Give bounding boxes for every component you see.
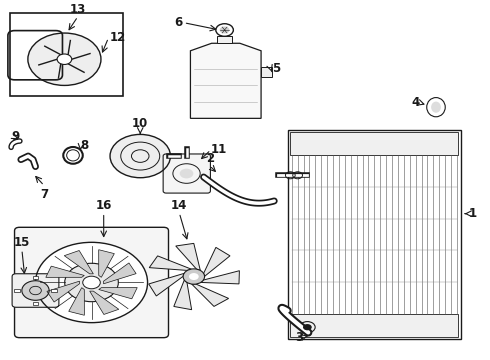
- Circle shape: [180, 168, 194, 179]
- Text: 11: 11: [211, 143, 227, 156]
- Circle shape: [189, 273, 199, 280]
- Text: 6: 6: [174, 16, 183, 29]
- Polygon shape: [201, 271, 240, 284]
- Polygon shape: [90, 291, 119, 314]
- Polygon shape: [46, 266, 84, 277]
- FancyBboxPatch shape: [12, 274, 59, 307]
- Bar: [14, 289, 20, 292]
- Polygon shape: [103, 263, 136, 284]
- FancyBboxPatch shape: [163, 154, 210, 193]
- Bar: [217, 36, 232, 43]
- Text: 14: 14: [171, 199, 187, 212]
- Text: 12: 12: [110, 31, 126, 44]
- Text: 10: 10: [132, 117, 148, 130]
- FancyBboxPatch shape: [15, 227, 169, 338]
- Circle shape: [220, 27, 229, 33]
- Circle shape: [83, 276, 100, 289]
- Text: 2: 2: [206, 152, 214, 165]
- Circle shape: [57, 54, 72, 64]
- Polygon shape: [98, 250, 114, 277]
- Polygon shape: [191, 43, 261, 118]
- Bar: [32, 276, 38, 279]
- Bar: [290, 132, 459, 155]
- Circle shape: [183, 269, 204, 284]
- Circle shape: [35, 242, 147, 323]
- Ellipse shape: [67, 150, 79, 161]
- Polygon shape: [64, 251, 94, 274]
- Polygon shape: [204, 247, 230, 276]
- Text: 16: 16: [96, 199, 112, 212]
- Text: 4: 4: [411, 96, 419, 109]
- Bar: [10, 13, 123, 96]
- Text: 13: 13: [70, 3, 86, 16]
- Bar: [261, 67, 272, 77]
- Text: 7: 7: [40, 188, 49, 201]
- Text: 9: 9: [11, 130, 20, 143]
- Polygon shape: [149, 273, 184, 296]
- Circle shape: [110, 134, 171, 178]
- Text: 8: 8: [80, 139, 89, 152]
- Text: 15: 15: [14, 235, 30, 249]
- Polygon shape: [69, 288, 84, 315]
- Polygon shape: [149, 256, 191, 270]
- Polygon shape: [174, 280, 192, 310]
- Polygon shape: [99, 288, 137, 299]
- Polygon shape: [176, 243, 200, 270]
- Text: 5: 5: [272, 62, 280, 75]
- Bar: [51, 289, 57, 292]
- Bar: [32, 302, 38, 305]
- Bar: [288, 130, 461, 339]
- Bar: [290, 314, 459, 337]
- Text: 3: 3: [295, 331, 303, 344]
- Text: 1: 1: [469, 207, 477, 220]
- Polygon shape: [192, 284, 229, 306]
- Circle shape: [65, 263, 118, 302]
- Circle shape: [28, 33, 101, 85]
- Circle shape: [22, 281, 49, 300]
- Ellipse shape: [431, 102, 441, 113]
- Polygon shape: [47, 281, 79, 302]
- Circle shape: [303, 324, 312, 330]
